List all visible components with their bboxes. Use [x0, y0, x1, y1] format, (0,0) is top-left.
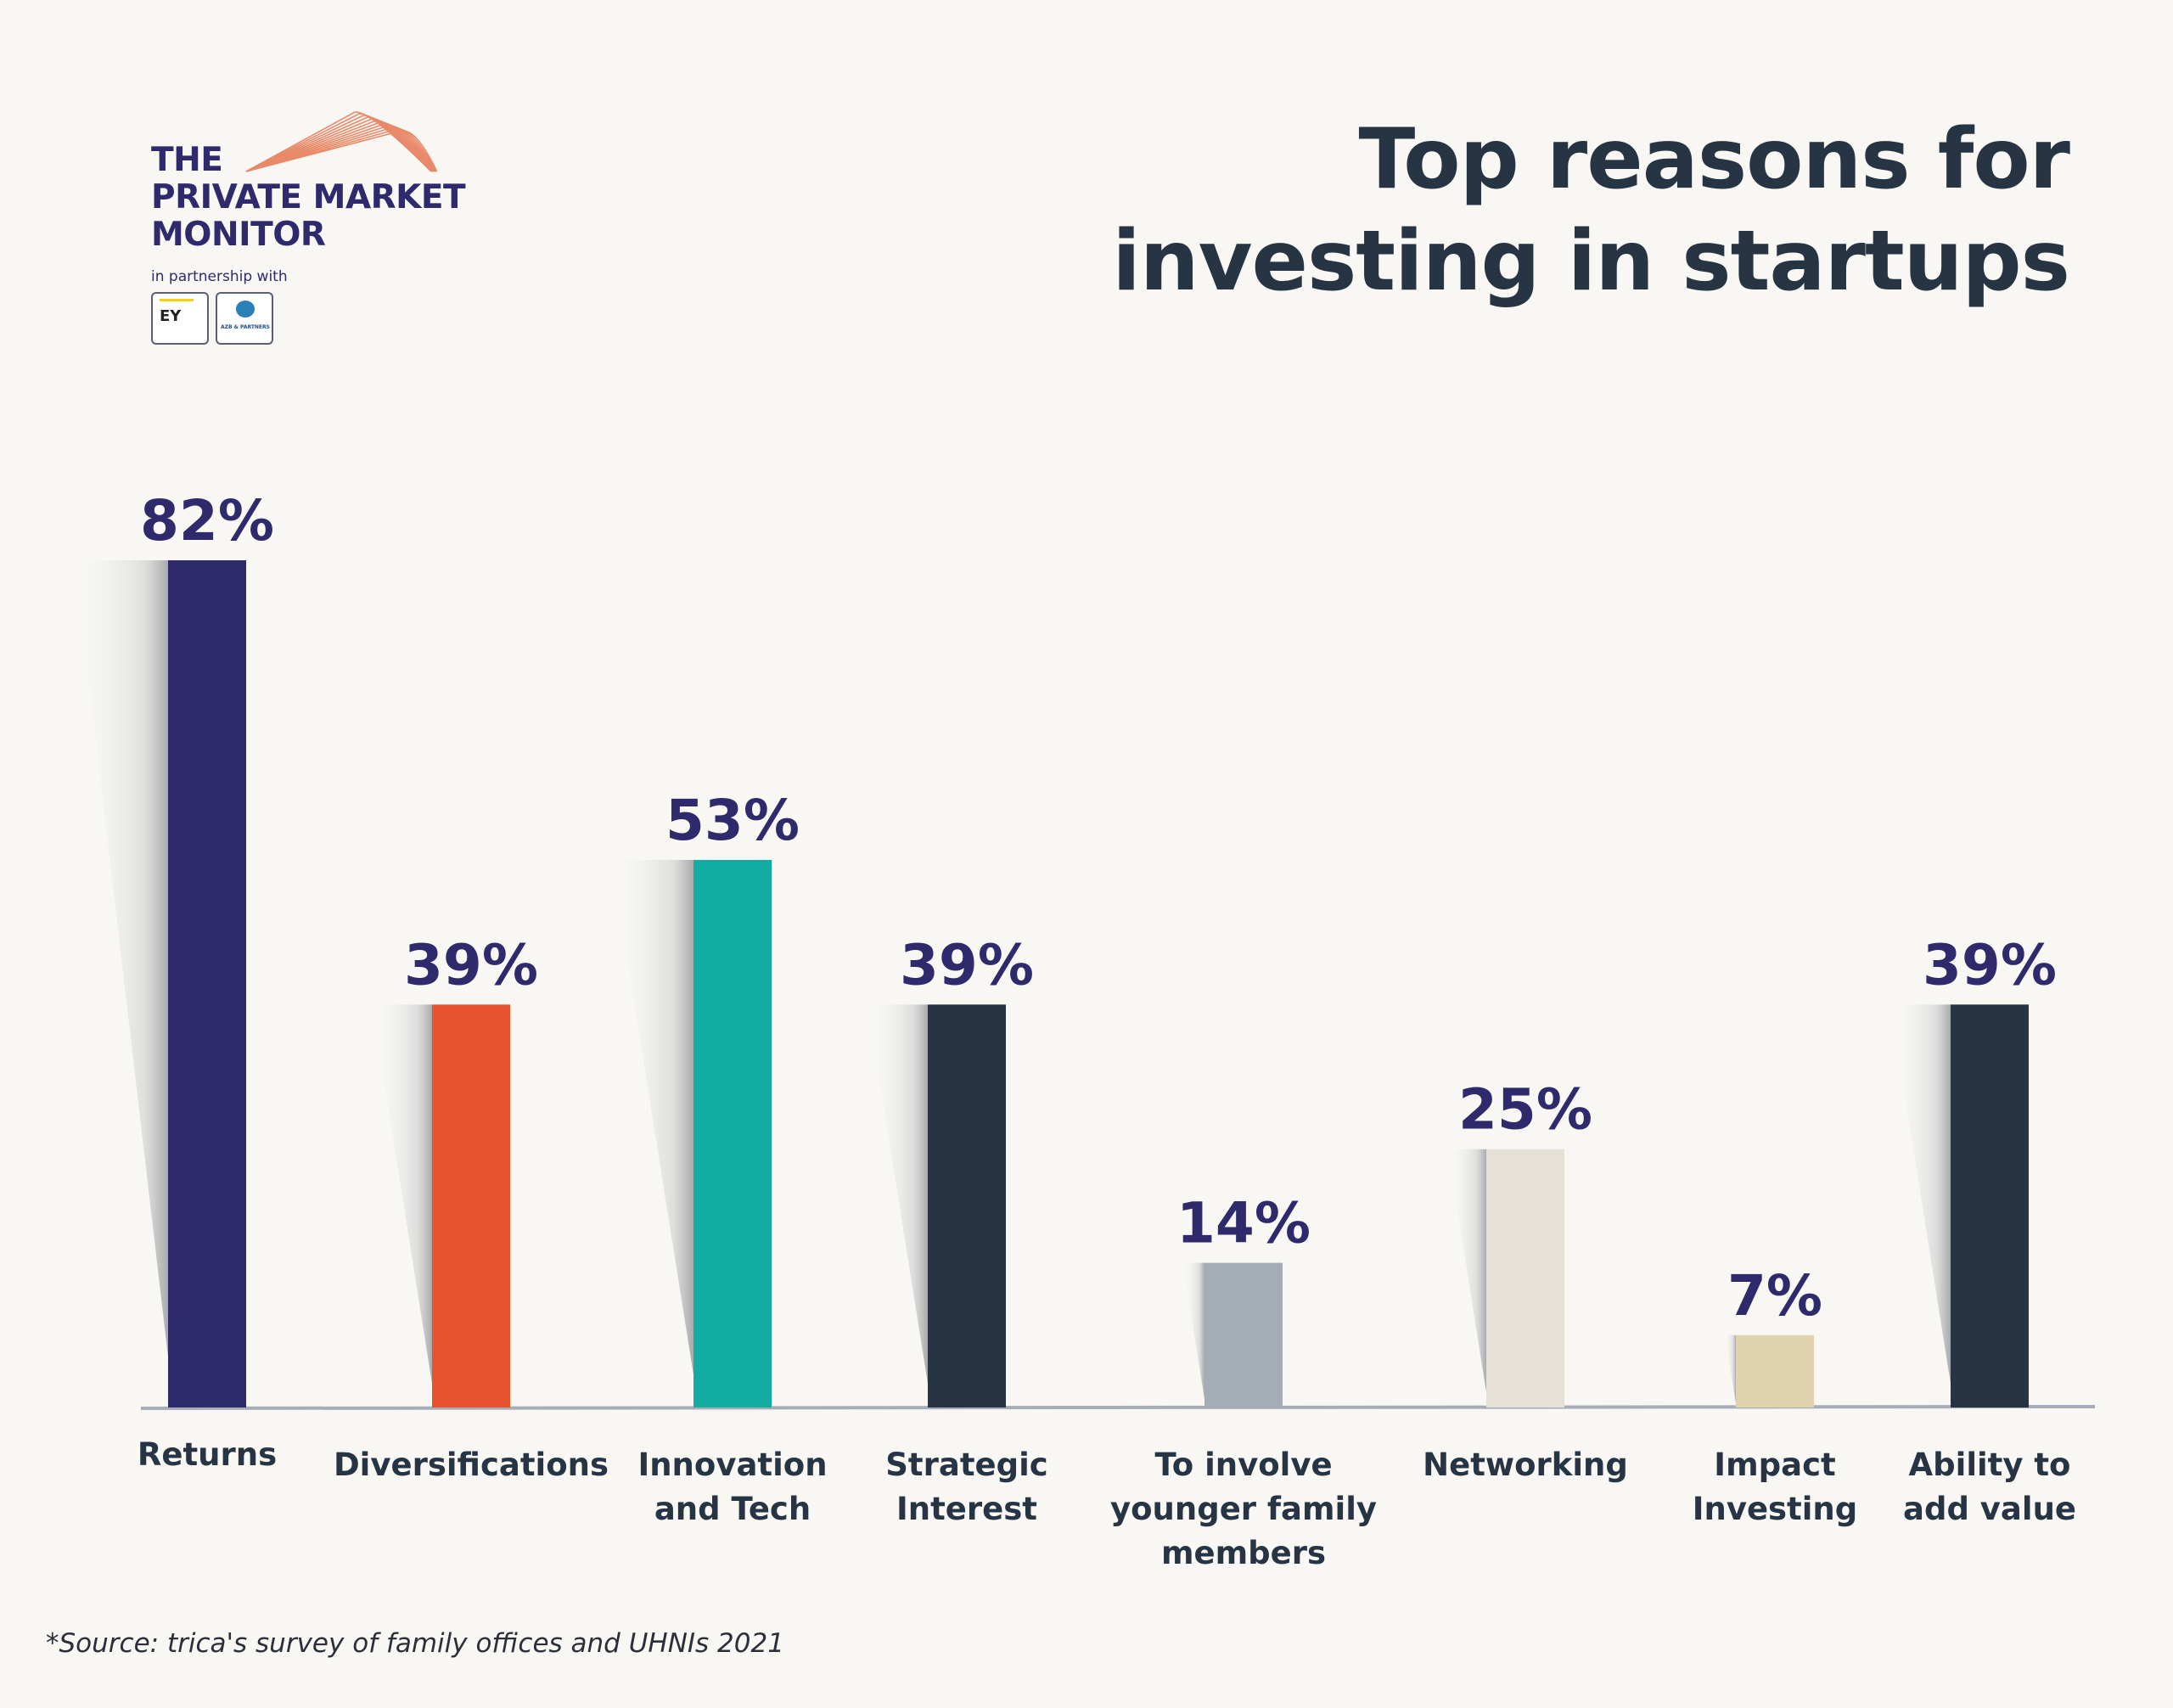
bar-value-label: 39% — [404, 932, 538, 997]
logo-line-2: PRIVATE MARKET — [151, 178, 466, 216]
bar-shadow — [1725, 1334, 1736, 1403]
bar — [1951, 1004, 2029, 1407]
category-label: Diversifications — [334, 1447, 609, 1483]
bar-shadow — [371, 1004, 432, 1384]
bar — [1204, 1262, 1283, 1407]
logo-line-3: MONITOR — [151, 216, 326, 254]
azb-tree-icon — [236, 301, 255, 317]
bar — [693, 859, 772, 1407]
bar-value-label: 25% — [1458, 1077, 1592, 1143]
bar — [928, 1004, 1006, 1407]
bar-shadow — [1182, 1262, 1204, 1399]
category-label: add value — [1903, 1491, 2076, 1527]
chart-title-line-1: Top reasons for — [1358, 111, 2070, 208]
bar-shadow — [867, 1004, 928, 1384]
category-label: younger family — [1110, 1491, 1377, 1527]
category-label: members — [1161, 1535, 1326, 1571]
azb-logo-text: AZB & PARTNERS — [221, 324, 270, 330]
bar-shadow — [611, 859, 693, 1375]
brand-logo: THE PRIVATE MARKET MONITOR in partnershi… — [151, 109, 466, 355]
logo-partner-text: in partnership with — [151, 268, 288, 285]
bar — [1736, 1334, 1814, 1407]
bar-value-label: 82% — [140, 488, 274, 553]
logo-line-1: THE — [151, 141, 223, 179]
bar-value-label: 39% — [900, 932, 1034, 997]
ey-logo: EY — [151, 292, 209, 345]
category-label: Impact — [1714, 1447, 1835, 1483]
bar-value-label: 53% — [665, 788, 800, 853]
azb-logo: AZB & PARTNERS — [216, 292, 273, 345]
bar-value-label: 39% — [1923, 932, 2057, 997]
category-label: Networking — [1423, 1447, 1628, 1483]
category-label: Investing — [1693, 1491, 1858, 1527]
source-note: *Source: trica's survey of family office… — [46, 1628, 784, 1659]
bar — [1486, 1149, 1564, 1407]
category-label: and Tech — [654, 1491, 811, 1527]
chart-title-line-2: investing in startups — [1112, 213, 2070, 310]
logo-fan-graphic — [245, 111, 438, 172]
chart-title: Top reasons for investing in startups — [1112, 109, 2070, 312]
bar — [168, 560, 246, 1407]
bar — [432, 1004, 510, 1407]
bar-shadow — [75, 560, 168, 1357]
bar-shadow — [1889, 1004, 1951, 1384]
bar-shadow — [1447, 1149, 1486, 1392]
category-label: Innovation — [637, 1447, 827, 1483]
category-label: Strategic — [885, 1447, 1047, 1483]
bar-value-label: 7% — [1727, 1263, 1822, 1329]
ey-logo-text: EY — [160, 307, 182, 325]
category-label: To involve — [1154, 1447, 1332, 1483]
bar-value-label: 14% — [1176, 1191, 1311, 1256]
category-label: Ability to — [1909, 1447, 2071, 1483]
category-label: Interest — [896, 1491, 1037, 1527]
category-label: Returns — [138, 1436, 277, 1473]
